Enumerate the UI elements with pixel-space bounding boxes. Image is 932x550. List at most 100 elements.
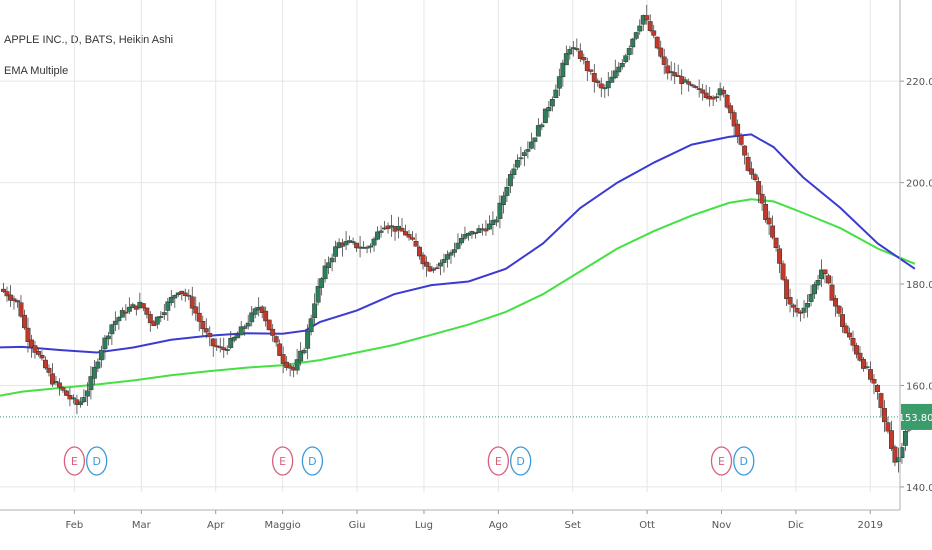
candle-body (745, 156, 751, 171)
candle-body (22, 314, 27, 329)
candle-body (81, 397, 87, 403)
candle-body (235, 334, 241, 339)
candle-body (413, 240, 419, 247)
candle-body (546, 106, 552, 112)
candle-body (553, 89, 559, 98)
candle-body (326, 262, 332, 269)
candle-body (605, 81, 611, 89)
candle-body (472, 232, 478, 234)
candle-body (633, 32, 639, 39)
candle-body (658, 47, 664, 57)
candle-body (277, 343, 283, 356)
candle-body (109, 324, 115, 335)
candle-body (193, 306, 199, 314)
candle-body (319, 278, 325, 288)
candle-body (252, 308, 258, 315)
indicator-title: EMA Multiple (4, 65, 69, 77)
candle-body (210, 338, 216, 347)
candle-body (521, 152, 527, 156)
candle-body (752, 174, 758, 180)
candle-body (32, 345, 38, 353)
candle-body (354, 242, 360, 249)
earnings-marker (487, 446, 509, 476)
ema-long-series (0, 198, 916, 397)
candle-body (301, 349, 307, 354)
candle-body (668, 71, 674, 73)
candle-body (871, 379, 877, 384)
candle-body (168, 296, 174, 304)
candle-body (224, 349, 230, 351)
candle-body (445, 254, 450, 260)
candle-body (4, 291, 10, 297)
candle-body (766, 217, 772, 225)
candle-body (630, 38, 636, 48)
candle-body (493, 219, 499, 223)
candle-body (612, 70, 618, 79)
candle-body (819, 269, 824, 280)
candle-body (514, 159, 520, 168)
earnings-marker (63, 446, 86, 476)
ema-short-line (0, 133, 916, 354)
candle-body (420, 254, 426, 265)
candle-body (661, 56, 667, 65)
candle-body (417, 246, 422, 257)
candle-body (63, 390, 69, 396)
candle-body (577, 50, 583, 59)
candle-body (1, 288, 6, 292)
earnings-marker (271, 446, 294, 476)
candle-body (556, 76, 562, 89)
candle-body (598, 83, 604, 89)
event-marker-label: D (308, 455, 316, 468)
candle-body (895, 457, 901, 463)
candle-body (273, 336, 279, 343)
candle-body (158, 316, 164, 318)
candle-body (375, 231, 381, 240)
candle-body (42, 359, 48, 369)
candle-body (333, 246, 339, 257)
candle-body (885, 422, 891, 432)
candle-body (455, 242, 461, 249)
candle-body (497, 202, 503, 219)
candle-body (165, 301, 171, 311)
candle-body (56, 382, 62, 388)
candle-body (459, 238, 464, 244)
event-marker-label: E (279, 455, 286, 468)
candle-body (18, 302, 24, 317)
candle-body (102, 337, 108, 350)
candle-body (280, 354, 286, 364)
candle-body (441, 259, 447, 263)
candle-body (637, 25, 643, 32)
candle-body (49, 373, 55, 385)
candle-body (511, 168, 517, 175)
x-tick-label: Giu (349, 520, 366, 531)
candle-body (39, 354, 45, 359)
candle-body (242, 326, 248, 329)
candle-body (266, 319, 272, 331)
candle-body (654, 36, 660, 49)
y-tick-label: 160.00 (906, 381, 932, 392)
candle-body (721, 90, 727, 95)
grid (0, 0, 900, 492)
candle-body (350, 241, 356, 243)
event-marker-label: D (516, 455, 524, 468)
candle-body (144, 307, 150, 315)
candle-body (525, 149, 531, 152)
candle-body (112, 320, 118, 325)
candle-body (689, 84, 695, 87)
candle-body (742, 145, 748, 156)
candle-body (798, 311, 804, 314)
candle-body (298, 350, 304, 362)
candle-body (864, 366, 870, 369)
candle-body (644, 15, 650, 21)
event-marker-label: E (718, 455, 725, 468)
candle-body (784, 279, 790, 300)
candle-body (672, 72, 678, 77)
candle-body (140, 303, 146, 309)
y-tick-label: 140.00 (906, 483, 932, 494)
candle-body (773, 237, 779, 249)
candle-body (616, 66, 622, 73)
x-tick-label: Feb (66, 520, 84, 531)
candle-body (693, 86, 699, 88)
candle-body (777, 248, 783, 264)
